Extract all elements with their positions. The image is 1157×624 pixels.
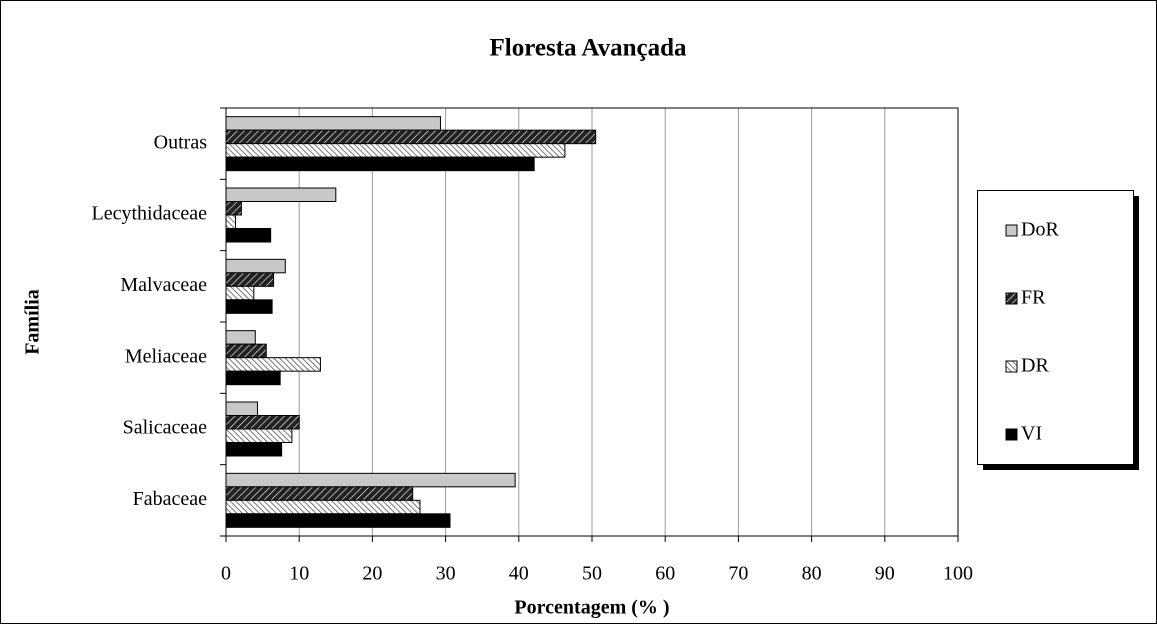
bar xyxy=(225,258,286,274)
bar xyxy=(225,201,242,216)
y-tick-label: Lecythidaceae xyxy=(92,203,208,225)
legend-swatch xyxy=(1005,224,1018,237)
x-tick-label: 10 xyxy=(289,563,309,585)
legend-label: DoR xyxy=(1021,219,1059,241)
bar xyxy=(225,442,283,457)
legend-swatch xyxy=(1005,428,1018,441)
bar xyxy=(225,272,275,287)
bar xyxy=(225,357,321,372)
bar xyxy=(225,299,273,314)
x-tick-label: 40 xyxy=(509,563,529,585)
bar xyxy=(225,285,255,301)
legend xyxy=(977,190,1134,465)
y-tick-label: Outras xyxy=(154,131,208,153)
bar xyxy=(225,415,300,430)
y-tick-label: Salicaceae xyxy=(123,417,207,439)
bar xyxy=(225,513,451,528)
y-tick-label: Meliaceae xyxy=(125,345,207,367)
y-tick-label: Fabaceae xyxy=(133,488,208,510)
legend-label: FR xyxy=(1021,287,1046,309)
x-tick-label: 60 xyxy=(655,563,675,585)
bar xyxy=(225,370,281,386)
bar xyxy=(225,343,267,359)
legend-swatch xyxy=(1005,360,1018,373)
bar xyxy=(225,472,516,488)
bar xyxy=(225,129,597,145)
legend-swatch xyxy=(1005,292,1018,305)
x-tick-label: 50 xyxy=(582,563,602,585)
bar xyxy=(225,401,258,416)
bar xyxy=(225,187,337,202)
x-tick-label: 90 xyxy=(875,563,895,585)
legend-label: VI xyxy=(1021,423,1042,445)
x-axis-label: Porcentagem (% ) xyxy=(514,597,669,619)
bar xyxy=(225,228,272,243)
bar xyxy=(225,486,414,501)
y-tick-label: Malvaceae xyxy=(120,274,207,296)
bar xyxy=(225,214,237,229)
bar xyxy=(225,428,293,443)
x-tick-label: 20 xyxy=(362,563,382,585)
bar xyxy=(225,499,421,515)
legend-label: DR xyxy=(1021,355,1049,377)
bar xyxy=(225,156,535,172)
x-tick-label: 80 xyxy=(802,563,822,585)
x-tick-label: 100 xyxy=(943,563,973,585)
x-tick-label: 0 xyxy=(221,563,231,585)
y-axis-label: Família xyxy=(22,289,44,355)
x-tick-label: 70 xyxy=(728,563,748,585)
x-tick-label: 30 xyxy=(436,563,456,585)
bar xyxy=(225,143,566,158)
bar xyxy=(225,116,441,131)
chart-title: Floresta Avançada xyxy=(490,35,687,62)
bar xyxy=(225,330,256,345)
